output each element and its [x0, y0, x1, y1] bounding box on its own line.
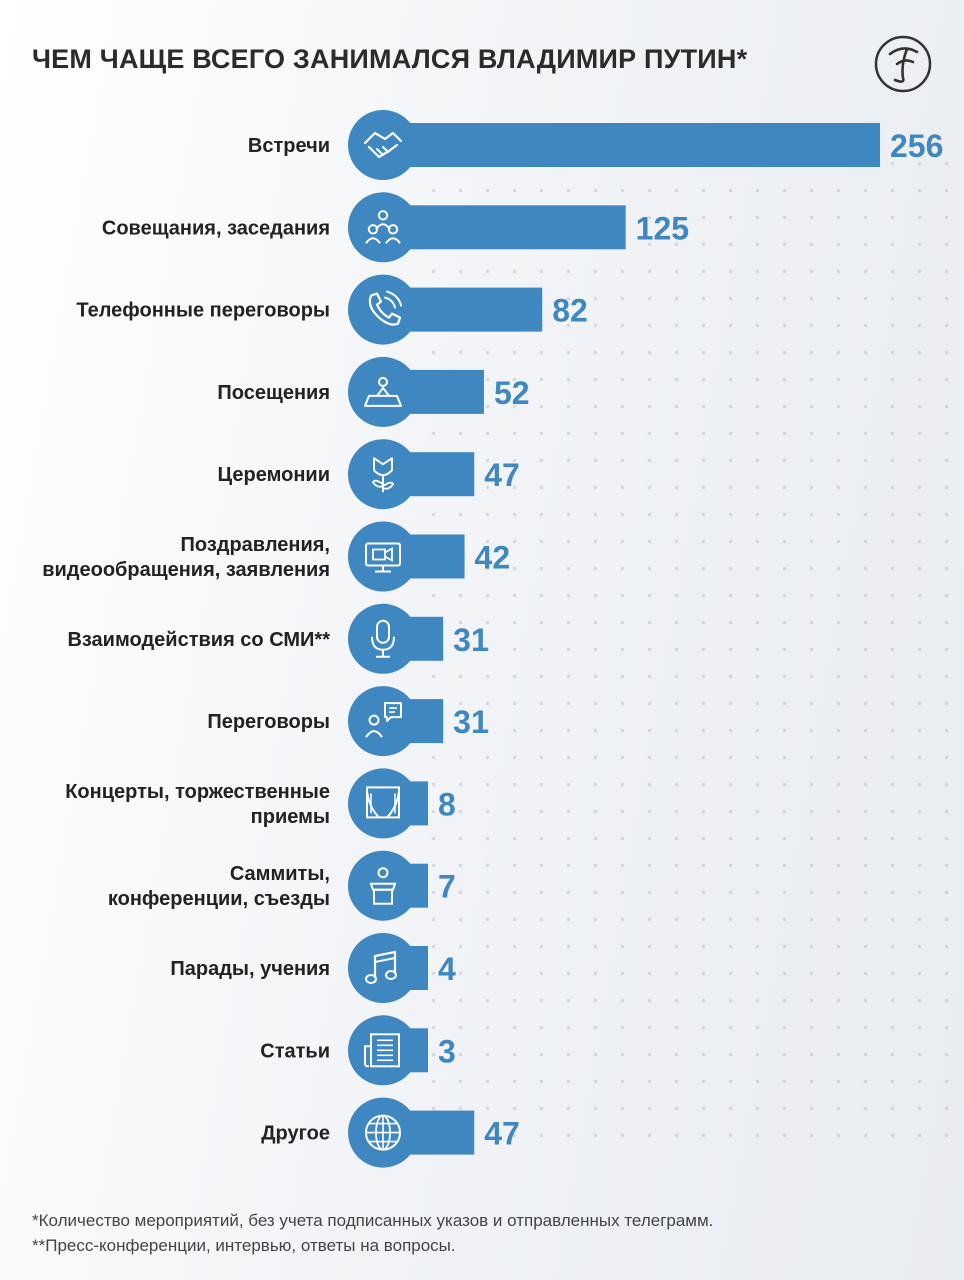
handshake-icon — [363, 131, 403, 159]
globe-icon — [365, 1114, 401, 1151]
bar-0 — [383, 123, 880, 167]
person-speech-bubble-icon — [365, 702, 402, 738]
footnote-2: **Пресс-конференции, интервью, ответы на… — [32, 1236, 456, 1255]
category-label-12: Другое — [261, 1123, 330, 1145]
location-pin-map-icon — [364, 376, 402, 407]
publisher-logo-icon — [874, 35, 932, 93]
value-label-12: 47 — [484, 1116, 520, 1152]
category-label-8: Концерты, торжественные приемы — [65, 781, 330, 828]
icon-circle-5 — [348, 521, 418, 592]
category-label-7: Переговоры — [207, 711, 330, 733]
category-label-11: Статьи — [260, 1040, 330, 1062]
microphone-icon — [371, 619, 395, 658]
category-label-2: Телефонные переговоры — [76, 300, 330, 322]
category-label-4: Церемонии — [218, 464, 330, 486]
footnote-1: *Количество мероприятий, без учета подпи… — [32, 1211, 714, 1230]
value-label-1: 125 — [636, 210, 689, 246]
value-label-2: 82 — [552, 293, 588, 329]
newspaper-icon — [364, 1033, 400, 1068]
video-camera-screen-icon — [365, 542, 401, 573]
value-label-7: 31 — [453, 704, 489, 740]
icon-circle-2 — [348, 274, 418, 345]
category-label-10: Парады, учения — [170, 958, 330, 980]
category-label-9: Саммиты, конференции, съезды — [108, 863, 330, 910]
bar-1 — [383, 205, 626, 250]
icon-circle-7 — [348, 686, 418, 757]
category-label-5: Поздравления, видеообращения, заявления — [42, 534, 330, 581]
category-label-1: Совещания, заседания — [102, 217, 330, 239]
chart-title: ЧЕМ ЧАЩЕ ВСЕГО ЗАНИМАЛСЯ ВЛАДИМИР ПУТИН* — [32, 44, 748, 74]
value-label-9: 7 — [438, 869, 456, 905]
meeting-people-icon — [365, 210, 401, 244]
phone-icon — [368, 290, 402, 326]
icon-circle-9 — [348, 850, 418, 921]
value-label-8: 8 — [438, 786, 456, 822]
value-label-10: 4 — [438, 951, 456, 987]
theater-curtains-icon — [366, 786, 400, 819]
value-label-11: 3 — [438, 1033, 456, 1069]
icon-circle-1 — [348, 192, 418, 263]
bar-chart: 256 Встречи 125 Совещания, заседания 82 Телеф… — [42, 110, 943, 1168]
category-label-6: Взаимодействия со СМИ** — [67, 629, 330, 651]
value-label-4: 47 — [484, 457, 520, 493]
icon-circle-3 — [348, 356, 418, 427]
flower-icon — [371, 457, 395, 493]
category-label-0: Встречи — [248, 135, 330, 157]
footnotes: *Количество мероприятий, без учета подпи… — [32, 1208, 713, 1258]
value-label-3: 52 — [494, 375, 530, 411]
value-label-5: 42 — [475, 540, 511, 576]
music-note-icon — [365, 950, 397, 984]
value-label-0: 256 — [890, 128, 943, 164]
category-label-3: Посещения — [217, 382, 330, 404]
icon-circle-6 — [348, 603, 418, 674]
icon-circle-8 — [348, 768, 418, 839]
icon-circle-10 — [348, 933, 418, 1003]
icon-circle-0 — [348, 110, 418, 180]
podium-speaker-icon — [369, 867, 397, 905]
value-label-6: 31 — [453, 622, 489, 658]
